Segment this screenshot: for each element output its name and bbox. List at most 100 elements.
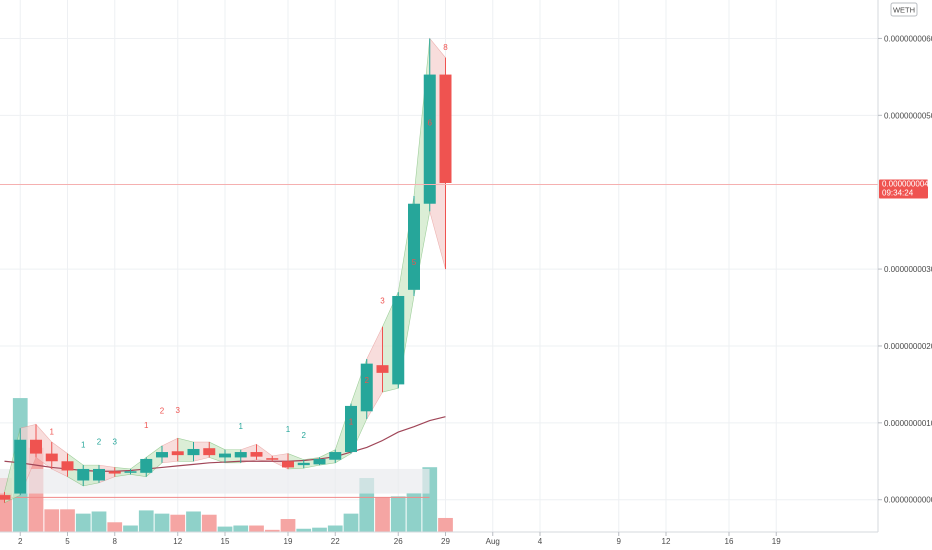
candle-down[interactable] [108, 471, 121, 474]
x-tick-label: 5 [65, 537, 70, 546]
x-tick-label: 8 [113, 537, 118, 546]
y-tick-label: 0.0000000050 [884, 111, 932, 120]
volume-bar [390, 496, 406, 532]
x-tick-label: 19 [772, 537, 781, 546]
candle-up[interactable] [297, 462, 310, 466]
volume-bar [107, 522, 123, 532]
candle-down[interactable] [250, 452, 263, 457]
x-tick-label: 4 [538, 537, 543, 546]
price-tag-countdown: 09:34:24 [882, 189, 914, 198]
candle-down[interactable] [439, 74, 452, 183]
y-tick-label: 0.0000000020 [884, 342, 932, 351]
count-label: 5 [412, 258, 417, 267]
x-tick-label: 12 [662, 537, 671, 546]
count-label: 3 [380, 297, 385, 306]
volume-bar [327, 525, 343, 532]
count-label: 1 [239, 422, 244, 431]
x-tick-label: 29 [441, 537, 450, 546]
candle-down[interactable] [282, 461, 294, 468]
x-tick-label: 19 [284, 537, 293, 546]
price-tag-value: 0.0000000041 [882, 180, 932, 189]
count-label: 8 [443, 43, 448, 52]
candle-up[interactable] [345, 405, 357, 453]
x-tick-label: 2 [18, 537, 23, 546]
count-label: 1 [50, 427, 55, 436]
candle-up[interactable] [140, 458, 153, 473]
count-label: 2 [302, 431, 307, 440]
count-label: 1 [81, 440, 86, 449]
symbol-badge-label: WETH [893, 6, 915, 15]
count-label: 1 [286, 425, 291, 434]
x-tick-label: 15 [221, 537, 230, 546]
count-label: 3 [113, 437, 118, 446]
volume-bar [312, 527, 327, 532]
price-tag: 0.0000000041 09:34:24 [879, 179, 932, 199]
x-tick-label: Aug [486, 537, 500, 546]
volume-bar [233, 525, 249, 532]
count-labels: 1 1 2 3 1 2 3 1 1 2 1 2 3 5 6 8 [50, 43, 449, 449]
y-axis-ticks[interactable]: 0.0000000000 0.0000000010 0.0000000020 0.00… [878, 34, 932, 505]
candle-up[interactable] [77, 468, 90, 481]
candle-down[interactable] [61, 461, 74, 471]
candle-up[interactable] [124, 471, 137, 473]
candle-up[interactable] [360, 363, 373, 412]
volume-bar [0, 478, 12, 532]
volume-bar [406, 493, 422, 532]
count-label: 2 [160, 407, 165, 416]
count-label: 2 [365, 376, 370, 385]
volume-bar [375, 497, 390, 532]
candle-down[interactable] [0, 495, 11, 500]
x-tick-label: 9 [617, 537, 622, 546]
y-tick-label: 0.0000000030 [884, 265, 932, 274]
candle-up[interactable] [313, 458, 326, 465]
volume-bar [44, 509, 60, 532]
volume-bar [75, 513, 91, 532]
volume-bar [170, 514, 186, 532]
y-tick-label: 0.0000000060 [884, 34, 932, 43]
candle-up[interactable] [392, 295, 405, 385]
candle-up[interactable] [329, 452, 342, 460]
volume-bar [438, 517, 453, 532]
count-label: 2 [97, 437, 102, 446]
x-tick-label: 26 [394, 537, 403, 546]
volume-bar [123, 525, 138, 532]
candle-down[interactable] [30, 439, 42, 454]
count-label: 1 [349, 417, 354, 426]
count-label: 6 [428, 118, 433, 127]
candle-up[interactable] [219, 453, 231, 458]
volume-bar [296, 528, 312, 532]
volume-bar [217, 526, 233, 532]
volume-bar [154, 513, 170, 532]
volume-bar [343, 513, 359, 532]
candle-up[interactable] [234, 452, 247, 458]
count-label: 3 [176, 406, 181, 415]
volume-bar [249, 525, 264, 532]
candle-up[interactable] [156, 452, 168, 458]
candle-up[interactable] [423, 74, 436, 204]
volume-bar [60, 509, 75, 532]
candle-up[interactable] [408, 203, 420, 290]
y-tick-label: 0.0000000000 [884, 496, 932, 505]
candles [0, 38, 452, 503]
x-tick-label: 16 [725, 537, 734, 546]
count-label: 1 [144, 421, 149, 430]
volume-bar [201, 514, 217, 532]
candle-up[interactable] [187, 448, 200, 456]
x-tick-label: 12 [173, 537, 182, 546]
x-axis-ticks[interactable]: 2 5 8 12 15 19 22 26 29 Aug 4 9 12 16 19 [18, 532, 781, 546]
y-tick-label: 0.0000000010 [884, 419, 932, 428]
x-tick-label: 22 [331, 537, 340, 546]
volume-bar [280, 519, 296, 532]
candle-down[interactable] [266, 458, 279, 460]
symbol-badge-frame [890, 2, 918, 17]
candle-down[interactable] [171, 451, 184, 456]
candle-down[interactable] [203, 448, 216, 456]
candle-up[interactable] [14, 439, 27, 494]
candle-down[interactable] [376, 365, 389, 373]
candle-up[interactable] [93, 468, 105, 481]
candle-down[interactable] [45, 453, 58, 462]
price-tag-background [879, 179, 928, 199]
symbol-badge[interactable]: WETH [890, 2, 918, 17]
